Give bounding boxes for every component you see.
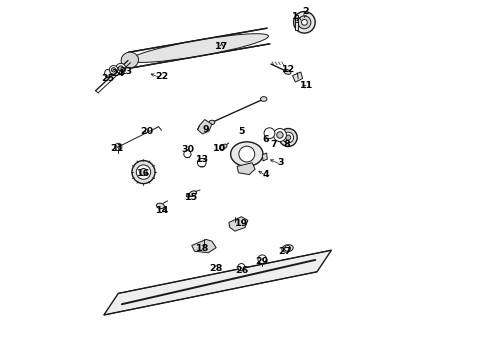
Circle shape <box>301 19 307 25</box>
Ellipse shape <box>231 142 263 166</box>
Text: 10: 10 <box>213 144 226 153</box>
Circle shape <box>298 16 311 29</box>
Polygon shape <box>197 120 212 134</box>
Text: 14: 14 <box>156 206 169 215</box>
Circle shape <box>286 135 291 140</box>
Text: 15: 15 <box>185 193 198 202</box>
Text: 4: 4 <box>263 170 269 179</box>
Ellipse shape <box>284 70 291 74</box>
Text: 25: 25 <box>101 74 114 83</box>
Polygon shape <box>262 153 268 161</box>
Circle shape <box>136 165 151 179</box>
Text: 6: 6 <box>263 135 269 144</box>
Circle shape <box>264 128 275 139</box>
Text: 5: 5 <box>238 127 245 136</box>
Ellipse shape <box>209 120 215 125</box>
Circle shape <box>285 246 291 251</box>
Text: 30: 30 <box>181 145 194 154</box>
Ellipse shape <box>156 203 164 209</box>
Ellipse shape <box>130 34 269 62</box>
Text: 20: 20 <box>141 127 154 136</box>
Text: 9: 9 <box>202 125 209 134</box>
Ellipse shape <box>220 144 227 150</box>
Circle shape <box>283 132 294 143</box>
Text: 7: 7 <box>270 140 277 149</box>
Polygon shape <box>237 163 255 175</box>
Text: 18: 18 <box>196 244 209 253</box>
Text: 17: 17 <box>215 42 228 51</box>
Circle shape <box>273 129 286 141</box>
Circle shape <box>140 168 147 176</box>
Polygon shape <box>295 15 298 30</box>
Polygon shape <box>104 250 331 315</box>
Ellipse shape <box>121 52 139 68</box>
Circle shape <box>109 66 118 74</box>
Ellipse shape <box>282 245 293 252</box>
Polygon shape <box>229 217 248 231</box>
Text: 2: 2 <box>302 7 309 16</box>
Text: 13: 13 <box>196 156 209 164</box>
Circle shape <box>294 12 315 33</box>
Circle shape <box>118 66 123 71</box>
Circle shape <box>132 161 155 184</box>
Circle shape <box>116 63 126 73</box>
Text: 11: 11 <box>299 81 313 90</box>
Circle shape <box>184 150 191 158</box>
Text: 24: 24 <box>112 69 125 78</box>
Text: 1: 1 <box>292 12 299 21</box>
Text: 28: 28 <box>209 264 222 273</box>
Polygon shape <box>192 239 216 253</box>
Text: 12: 12 <box>282 65 295 74</box>
Text: 16: 16 <box>137 169 150 178</box>
Circle shape <box>197 158 206 167</box>
Text: 29: 29 <box>256 256 269 266</box>
Text: 21: 21 <box>111 144 124 153</box>
Text: 8: 8 <box>283 140 290 149</box>
Circle shape <box>239 146 255 162</box>
Circle shape <box>115 143 122 150</box>
Text: 3: 3 <box>278 158 284 167</box>
Text: 23: 23 <box>120 67 133 76</box>
Text: 19: 19 <box>235 219 248 228</box>
Circle shape <box>238 264 245 271</box>
Polygon shape <box>293 72 303 82</box>
Text: 26: 26 <box>235 266 248 275</box>
Text: 27: 27 <box>279 247 292 256</box>
Circle shape <box>111 68 116 72</box>
Ellipse shape <box>189 191 196 197</box>
Text: 22: 22 <box>155 72 168 81</box>
Ellipse shape <box>186 195 190 197</box>
Circle shape <box>279 129 297 147</box>
Ellipse shape <box>261 97 267 102</box>
Circle shape <box>277 132 283 138</box>
Ellipse shape <box>104 69 110 77</box>
Circle shape <box>258 255 267 264</box>
